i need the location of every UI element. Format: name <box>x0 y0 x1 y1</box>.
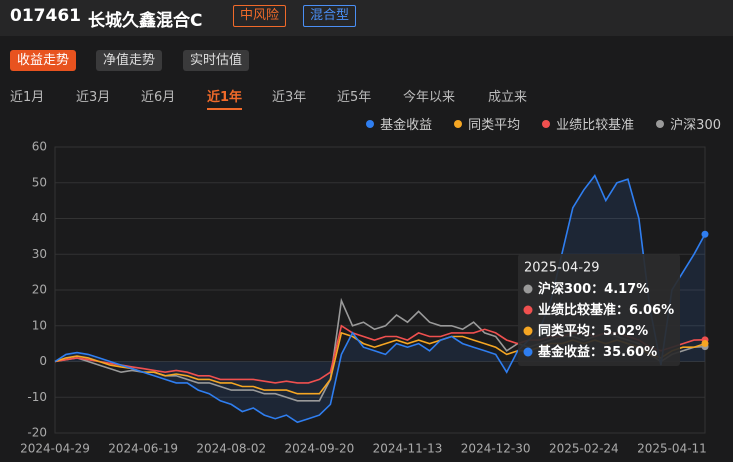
tooltip-name: 基金收益 <box>537 344 590 360</box>
fund-name: 长城久鑫混合C <box>88 11 203 31</box>
tooltip-separator: ： <box>616 303 629 318</box>
end-point <box>701 340 709 348</box>
tooltip-value: 4.17% <box>604 282 649 297</box>
legend-swatch <box>454 120 463 128</box>
legend-item[interactable]: 沪深300 <box>656 114 721 133</box>
x-tick-label: 2025-02-24 <box>549 442 619 456</box>
y-tick-label: 10 <box>32 318 47 332</box>
tooltip-separator: ： <box>590 345 603 360</box>
tooltip-name: 业绩比较基准 <box>538 302 616 318</box>
y-tick-label: 0 <box>39 354 47 368</box>
period-tab[interactable]: 近3年 <box>272 90 307 105</box>
legend-label: 同类平均 <box>468 118 521 133</box>
legend-label: 基金收益 <box>380 118 433 133</box>
end-point <box>701 230 709 238</box>
x-tick-label: 2024-08-02 <box>196 442 266 456</box>
series-line <box>54 174 706 424</box>
y-tick-label: -10 <box>27 390 47 404</box>
x-tick-label: 2024-04-29 <box>20 442 90 456</box>
tooltip-value: 35.60% <box>603 345 657 360</box>
tooltip-dot <box>523 347 533 357</box>
fund-code: 017461 <box>10 6 81 26</box>
tooltip-name: 沪深300 <box>538 281 591 297</box>
risk-tag: 中风险 <box>233 5 287 27</box>
tooltip-box <box>518 254 680 366</box>
period-tab[interactable]: 近1月 <box>10 90 45 105</box>
x-tick-label: 2024-06-19 <box>108 442 178 456</box>
tooltip-separator: ： <box>591 282 604 297</box>
legend-item[interactable]: 同类平均 <box>454 114 520 133</box>
tooltip-value: 5.02% <box>603 324 648 339</box>
tooltip-title: 2025-04-29 <box>524 261 600 276</box>
period-tab[interactable]: 近1年 <box>207 86 243 110</box>
period-tab[interactable]: 近3月 <box>76 90 111 105</box>
header: 017461 长城久鑫混合C 中风险 混合型 <box>0 0 733 36</box>
period-tab[interactable]: 近5年 <box>337 90 372 105</box>
legend-swatch <box>366 120 375 128</box>
y-tick-label: 40 <box>32 211 47 225</box>
x-tick-label: 2025-04-11 <box>637 442 707 456</box>
legend-label: 业绩比较基准 <box>556 118 635 133</box>
y-tick-label: 50 <box>32 175 47 189</box>
x-tick-label: 2024-12-30 <box>461 442 531 456</box>
tooltip-dot <box>523 326 533 336</box>
type-tag: 混合型 <box>303 5 357 27</box>
legend-item[interactable]: 基金收益 <box>366 114 432 133</box>
tooltip-dot <box>523 284 533 294</box>
tooltip-separator: ： <box>590 324 603 339</box>
tooltip-entry: 基金收益：35.60% <box>537 344 657 360</box>
legend-swatch <box>656 120 665 128</box>
period-tab[interactable]: 成立来 <box>488 90 528 105</box>
tab-button[interactable]: 实时估值 <box>183 50 250 71</box>
tooltip-dot <box>523 305 533 315</box>
x-tick-label: 2024-11-13 <box>373 442 443 456</box>
tab-button[interactable]: 净值走势 <box>96 50 163 71</box>
y-tick-label: 60 <box>32 140 47 154</box>
x-tick-label: 2024-09-20 <box>285 442 355 456</box>
tab-button[interactable]: 收益走势 <box>10 50 77 71</box>
tooltip-entry: 业绩比较基准：6.06% <box>538 302 674 318</box>
period-tab[interactable]: 今年以来 <box>403 90 456 105</box>
legend-item[interactable]: 业绩比较基准 <box>542 114 634 133</box>
legend-label: 沪深300 <box>670 118 721 133</box>
y-tick-label: 20 <box>32 283 47 297</box>
y-tick-label: -20 <box>27 426 47 440</box>
legend-swatch <box>542 120 551 128</box>
tooltip: 2025-04-29沪深300：4.17%业绩比较基准：6.06%同类平均：5.… <box>518 254 680 366</box>
tooltip-name: 同类平均 <box>538 323 590 339</box>
legend: 基金收益 同类平均 业绩比较基准 沪深300 <box>366 114 721 133</box>
tooltip-entry: 同类平均：5.02% <box>538 323 648 339</box>
y-tick-label: 30 <box>32 247 47 261</box>
tooltip-entry: 沪深300：4.17% <box>538 281 649 297</box>
tooltip-value: 6.06% <box>629 303 674 318</box>
period-tab[interactable]: 近6月 <box>141 90 176 105</box>
